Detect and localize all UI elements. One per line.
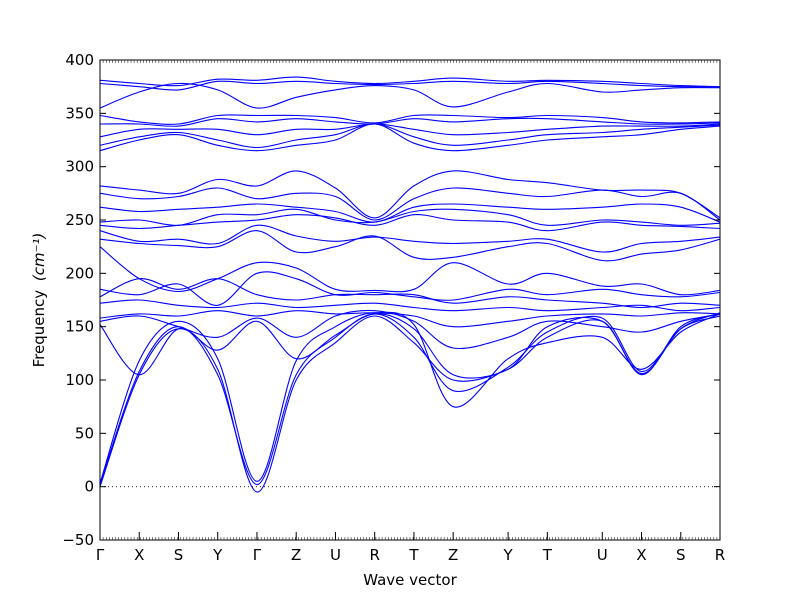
y-tick-label: 350	[65, 104, 94, 122]
band-line-15	[100, 203, 720, 223]
band-line-14	[100, 208, 720, 226]
band-line-4	[100, 312, 720, 379]
kpoint-label: Z	[448, 546, 458, 564]
band-line-24	[100, 80, 720, 91]
kpoint-label: U	[597, 546, 608, 564]
kpoint-label: T	[542, 546, 553, 564]
band-line-19	[100, 123, 720, 149]
band-line-20	[100, 123, 720, 138]
y-tick-label: 150	[65, 318, 94, 336]
band-line-25	[100, 76, 720, 88]
band-line-16	[100, 187, 720, 221]
kpoint-label: R	[715, 546, 725, 564]
kpoint-label: T	[408, 546, 419, 564]
y-axis-label-unit: (cm⁻¹)	[30, 233, 48, 282]
kpoint-label: Y	[212, 546, 223, 564]
band-line-21	[100, 117, 720, 127]
y-axis-label: Frequency (cm⁻¹)	[30, 233, 48, 368]
y-tick-label: 0	[84, 478, 94, 496]
band-line-23	[100, 82, 720, 109]
band-line-22	[100, 114, 720, 125]
band-line-13	[100, 214, 720, 232]
band-line-18	[100, 123, 720, 152]
band-line-12	[100, 224, 720, 253]
y-tick-label: 250	[65, 211, 94, 229]
bands-layer	[100, 76, 720, 493]
y-tick-label: 50	[75, 424, 94, 442]
labels-layer: −50 0 50 100 150 200 250 300 350 400 Γ X S Y Γ Z U R T Z Y T U…	[62, 51, 725, 564]
y-tick-label: 400	[65, 51, 94, 69]
kpoint-label: X	[636, 546, 646, 564]
y-axis-label-name: Frequency	[30, 290, 48, 368]
kpoint-label: Z	[291, 546, 301, 564]
ticks-layer	[99, 59, 721, 541]
kpoint-label: S	[174, 546, 184, 564]
band-line-11	[100, 230, 720, 262]
y-tick-label: 100	[65, 371, 94, 389]
x-axis-label: Wave vector	[363, 571, 457, 589]
kpoint-label: S	[676, 546, 686, 564]
kpoint-label: Γ	[96, 546, 105, 564]
band-line-10	[100, 246, 720, 296]
y-tick-label: 200	[65, 264, 94, 282]
kpoint-label: X	[134, 546, 144, 564]
kpoint-label: Y	[503, 546, 514, 564]
y-tick-label: 300	[65, 158, 94, 176]
y-tick-label: −50	[62, 531, 94, 549]
band-line-6	[100, 310, 720, 328]
kpoint-label: U	[330, 546, 341, 564]
band-line-9	[100, 271, 720, 306]
band-line-17	[100, 170, 720, 219]
kpoint-label: R	[369, 546, 379, 564]
kpoint-label: Γ	[253, 546, 262, 564]
